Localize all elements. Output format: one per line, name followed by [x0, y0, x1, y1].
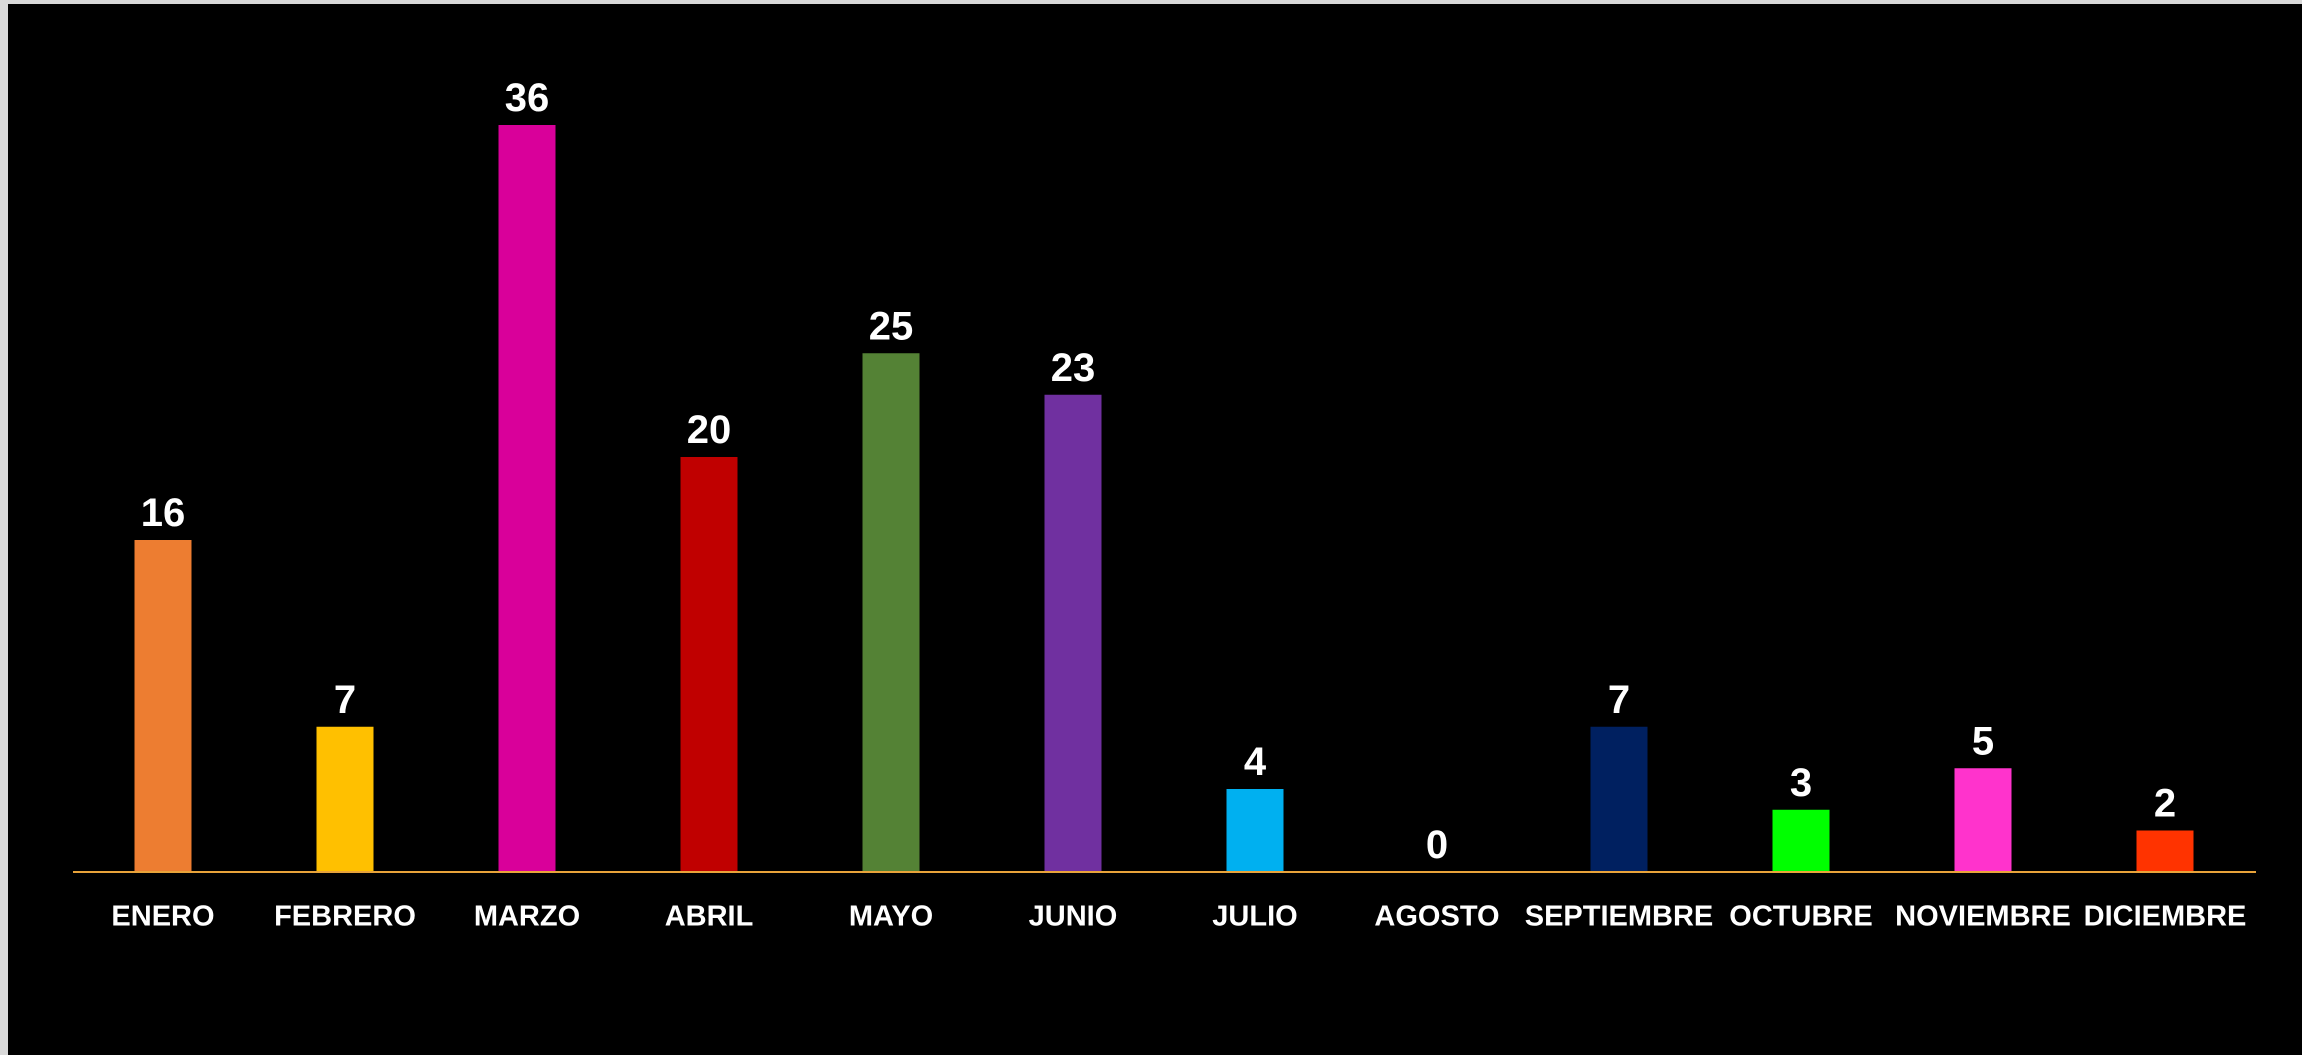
bar: [680, 457, 738, 872]
bar: [862, 353, 920, 872]
value-label: 20: [687, 408, 732, 452]
plot-background: [8, 4, 2302, 1055]
value-label: 2: [2154, 782, 2176, 826]
x-tick-label: NOVIEMBRE: [1895, 901, 2071, 933]
bar: [316, 726, 374, 872]
x-tick-label: JUNIO: [1029, 901, 1118, 933]
x-tick-label: DICIEMBRE: [2084, 901, 2247, 933]
x-tick-label: ABRIL: [665, 901, 754, 933]
value-label: 7: [1608, 678, 1630, 722]
bar: [1954, 768, 2012, 872]
value-label: 4: [1244, 740, 1267, 784]
x-tick-label: MAYO: [849, 901, 933, 933]
value-label: 5: [1972, 719, 1994, 763]
bar: [1044, 394, 1102, 872]
x-tick-label: JULIO: [1212, 901, 1297, 933]
x-tick-label: AGOSTO: [1374, 901, 1499, 933]
value-label: 16: [141, 491, 186, 535]
value-label: 3: [1790, 761, 1812, 805]
x-tick-label: FEBRERO: [274, 901, 416, 933]
bar: [498, 125, 556, 872]
x-tick-label: SEPTIEMBRE: [1525, 901, 1714, 933]
value-label: 25: [869, 304, 914, 348]
bar: [1590, 726, 1648, 872]
value-label: 0: [1426, 823, 1448, 867]
bar: [1772, 809, 1830, 872]
x-tick-label: OCTUBRE: [1729, 901, 1872, 933]
bar: [1226, 789, 1284, 872]
x-tick-label: ENERO: [111, 901, 214, 933]
value-label: 7: [334, 678, 356, 722]
bar: [2136, 830, 2194, 872]
value-label: 23: [1051, 346, 1096, 390]
value-label: 36: [505, 76, 550, 120]
bar: [134, 540, 192, 872]
x-tick-label: MARZO: [474, 901, 580, 933]
